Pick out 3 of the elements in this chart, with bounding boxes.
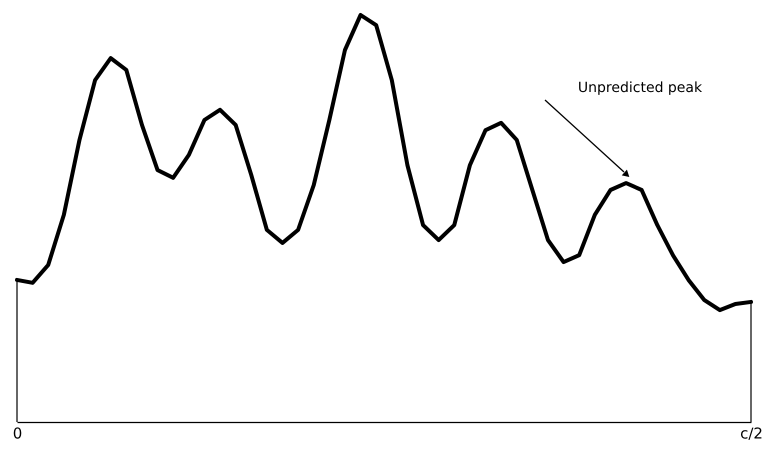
annotation: Unpredicted peak [578,80,703,96]
x-tick-label: 0 [12,424,22,442]
x-tick-label: c/2 [740,424,763,442]
